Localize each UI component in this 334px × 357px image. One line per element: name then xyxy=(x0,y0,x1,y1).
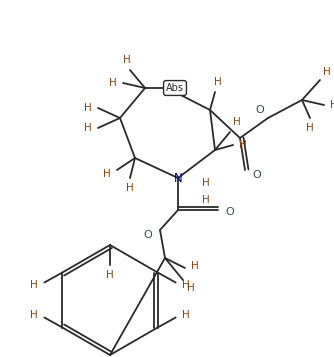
Text: Abs: Abs xyxy=(166,83,184,93)
Text: H: H xyxy=(187,283,195,293)
Text: O: O xyxy=(144,230,152,240)
Text: H: H xyxy=(30,280,38,290)
Text: H: H xyxy=(109,78,117,88)
Text: O: O xyxy=(253,170,262,180)
Text: H: H xyxy=(182,311,189,321)
Text: N: N xyxy=(174,171,182,185)
Text: H: H xyxy=(191,261,199,271)
Text: H: H xyxy=(182,280,189,290)
Text: H: H xyxy=(214,77,222,87)
Text: H: H xyxy=(126,183,134,193)
Text: H: H xyxy=(103,169,111,179)
Text: O: O xyxy=(256,105,265,115)
Text: H: H xyxy=(323,67,331,77)
Text: H: H xyxy=(306,123,314,133)
Text: H: H xyxy=(106,270,114,280)
Text: H: H xyxy=(330,100,334,110)
Text: O: O xyxy=(226,207,234,217)
Text: H: H xyxy=(202,195,210,205)
Text: H: H xyxy=(239,140,247,150)
Text: H: H xyxy=(84,123,92,133)
Text: H: H xyxy=(123,55,131,65)
Text: H: H xyxy=(233,117,241,127)
Text: H: H xyxy=(84,103,92,113)
Text: H: H xyxy=(202,178,210,188)
Text: H: H xyxy=(30,311,38,321)
